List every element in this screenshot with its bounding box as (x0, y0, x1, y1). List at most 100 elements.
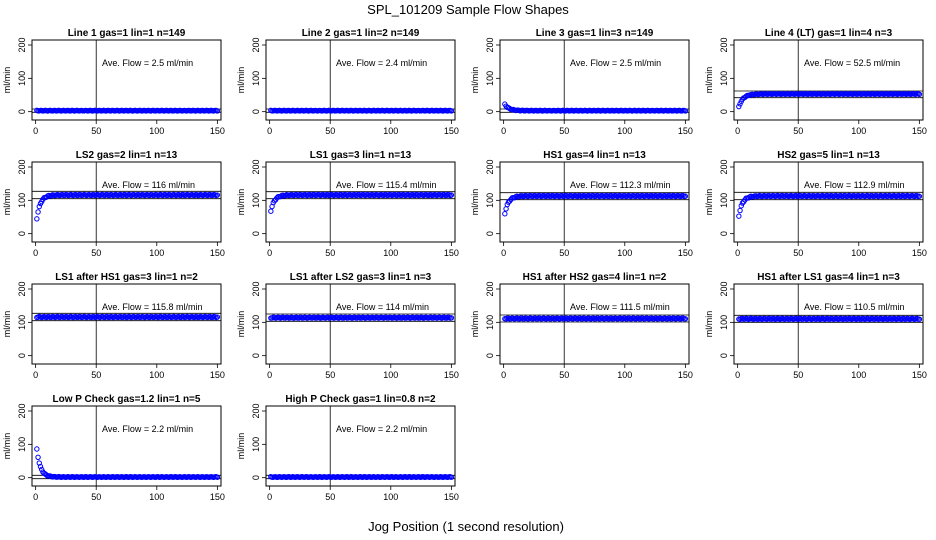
y-tick-label: 100 (251, 193, 261, 208)
data-point (38, 466, 45, 473)
x-tick-label: 150 (444, 370, 459, 380)
y-axis-label: ml/min (2, 311, 12, 338)
y-tick-label: 200 (719, 281, 729, 296)
panel-title: Line 3 gas=1 lin=3 n=149 (536, 28, 654, 39)
x-tick-label: 100 (149, 492, 164, 502)
panel-title: LS1 after HS1 gas=3 lin=1 n=2 (55, 272, 198, 283)
x-tick-label: 50 (91, 126, 101, 136)
x-tick-label: 0 (501, 126, 506, 136)
y-tick-label: 0 (17, 475, 27, 480)
x-tick-label: 50 (793, 126, 803, 136)
data-point (35, 209, 41, 215)
x-tick-label: 0 (33, 248, 38, 258)
data-point (916, 193, 923, 199)
y-tick-label: 0 (17, 109, 27, 114)
y-tick-label: 100 (719, 193, 729, 208)
y-axis-label: ml/min (470, 189, 480, 216)
panel-title: LS1 gas=3 lin=1 n=13 (310, 150, 412, 161)
y-tick-label: 100 (251, 315, 261, 330)
y-axis-label: ml/min (704, 189, 714, 216)
y-tick-label: 100 (17, 315, 27, 330)
x-tick-label: 0 (735, 248, 740, 258)
figure-title: SPL_101209 Sample Flow Shapes (367, 2, 569, 17)
y-tick-label: 200 (17, 37, 27, 52)
x-tick-label: 150 (678, 370, 693, 380)
data-point (743, 93, 749, 100)
x-tick-label: 100 (851, 370, 866, 380)
y-axis-label: ml/min (704, 67, 714, 94)
panel-6: LS1 gas=3 lin=1 n=13 ml/min Ave. Flow = 11… (236, 150, 459, 258)
x-tick-label: 100 (149, 126, 164, 136)
x-tick-label: 50 (91, 370, 101, 380)
x-tick-label: 50 (325, 492, 335, 502)
data-point (916, 316, 923, 322)
data-point (214, 314, 221, 320)
y-axis-label: ml/min (236, 311, 246, 338)
x-tick-label: 100 (617, 126, 632, 136)
panel-title: HS1 gas=4 lin=1 n=13 (543, 150, 646, 161)
data-points (736, 315, 923, 323)
x-tick-label: 150 (678, 248, 693, 258)
plot-frame (733, 161, 924, 243)
y-axis-label: ml/min (2, 433, 12, 460)
x-tick-label: 150 (210, 126, 225, 136)
x-tick-label: 100 (851, 126, 866, 136)
y-tick-label: 100 (485, 71, 495, 86)
plot-frame (265, 161, 456, 243)
data-point (448, 474, 455, 480)
y-tick-label: 100 (719, 315, 729, 330)
y-tick-label: 200 (719, 159, 729, 174)
plot-frame (265, 39, 456, 121)
x-tick-label: 0 (33, 492, 38, 502)
data-point (214, 108, 221, 114)
y-tick-label: 200 (17, 159, 27, 174)
data-point (43, 472, 50, 478)
data-point (738, 203, 744, 209)
panel-10: LS1 after LS2 gas=3 lin=1 n=3 ml/min Ave. … (236, 272, 459, 380)
ave-flow-annotation: Ave. Flow = 116 ml/min (102, 180, 195, 190)
panel-title: HS2 gas=5 lin=1 n=13 (777, 150, 880, 161)
data-points (736, 90, 923, 110)
panel-14: High P Check gas=1 lin=0.8 n=2 ml/min Ave.… (236, 394, 459, 502)
panel-title: High P Check gas=1 lin=0.8 n=2 (285, 394, 436, 405)
panels-group: Line 1 gas=1 lin=1 n=149 ml/min Ave. Flow … (2, 28, 927, 502)
data-point (448, 192, 455, 198)
panel-12: HS1 after LS1 gas=4 lin=1 n=3 ml/min Ave. … (704, 272, 927, 380)
ave-flow-annotation: Ave. Flow = 114 ml/min (336, 302, 429, 312)
x-tick-label: 150 (444, 492, 459, 502)
data-points (502, 192, 689, 217)
y-axis-label: ml/min (470, 311, 480, 338)
plot-frame (733, 283, 924, 365)
data-points (268, 107, 455, 114)
data-point (214, 474, 221, 480)
x-tick-label: 150 (210, 370, 225, 380)
y-tick-label: 0 (485, 109, 495, 114)
y-tick-label: 0 (719, 109, 729, 114)
y-tick-label: 200 (251, 403, 261, 418)
figure-xlabel: Jog Position (1 second resolution) (368, 519, 564, 534)
data-point (35, 454, 41, 461)
x-tick-label: 150 (912, 370, 927, 380)
data-point (736, 213, 742, 219)
ave-flow-annotation: Ave. Flow = 2.5 ml/min (570, 58, 661, 68)
panel-9: LS1 after HS1 gas=3 lin=1 n=2 ml/min Ave. … (2, 272, 225, 380)
panel-8: HS2 gas=5 lin=1 n=13 ml/min Ave. Flow = 11… (704, 150, 927, 258)
data-point (736, 103, 742, 110)
x-tick-label: 50 (559, 126, 569, 136)
x-tick-label: 0 (267, 370, 272, 380)
x-tick-label: 50 (325, 370, 335, 380)
ave-flow-annotation: Ave. Flow = 115.8 ml/min (102, 302, 202, 312)
ave-flow-annotation: Ave. Flow = 112.3 ml/min (570, 180, 670, 190)
y-tick-label: 200 (251, 37, 261, 52)
data-points (268, 314, 455, 321)
data-points (268, 473, 455, 481)
data-points (34, 446, 221, 481)
plot-frame (31, 39, 222, 121)
y-axis-label: ml/min (2, 189, 12, 216)
x-tick-label: 150 (444, 248, 459, 258)
plot-frame (499, 283, 690, 365)
data-point (502, 211, 508, 217)
ave-flow-annotation: Ave. Flow = 52.5 ml/min (804, 58, 900, 68)
y-tick-label: 200 (485, 281, 495, 296)
